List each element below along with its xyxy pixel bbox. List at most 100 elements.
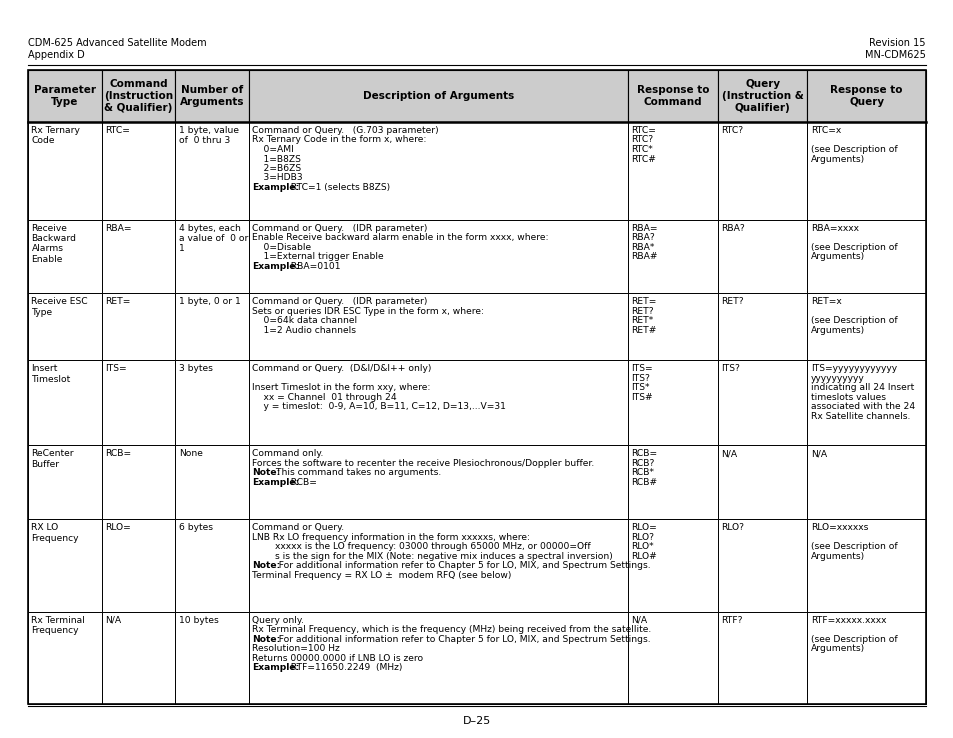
Text: ITS*: ITS* <box>631 383 649 392</box>
Text: For additional information refer to Chapter 5 for LO, MIX, and Spectrum Settings: For additional information refer to Chap… <box>273 561 650 570</box>
Text: RTC?: RTC? <box>720 126 742 135</box>
Bar <box>627 520 717 612</box>
Bar <box>717 612 806 704</box>
Bar <box>627 70 717 122</box>
Text: RTF?: RTF? <box>720 615 741 624</box>
Text: Response to
Command: Response to Command <box>636 85 708 107</box>
Text: (see Description of: (see Description of <box>810 542 897 551</box>
Text: Forces the software to recenter the receive Plesiochronous/Doppler buffer.: Forces the software to recenter the rece… <box>253 459 594 468</box>
Text: (see Description of: (see Description of <box>810 145 897 154</box>
Text: Response to
Query: Response to Query <box>830 85 902 107</box>
Text: Command or Query.   (IDR parameter): Command or Query. (IDR parameter) <box>253 297 427 306</box>
Bar <box>102 360 175 445</box>
Text: N/A: N/A <box>810 449 826 458</box>
Bar <box>806 70 925 122</box>
Text: 1 byte, 0 or 1: 1 byte, 0 or 1 <box>178 297 240 306</box>
Text: 6 bytes: 6 bytes <box>178 523 213 532</box>
Bar <box>175 70 249 122</box>
Bar <box>627 122 717 219</box>
Text: Command or Query.  (D&I/D&I++ only): Command or Query. (D&I/D&I++ only) <box>253 364 432 373</box>
Bar <box>806 612 925 704</box>
Text: Enable Receive backward alarm enable in the form xxxx, where:: Enable Receive backward alarm enable in … <box>253 233 548 242</box>
Text: ITS=: ITS= <box>105 364 127 373</box>
Text: Rx Ternary Code in the form x, where:: Rx Ternary Code in the form x, where: <box>253 136 426 145</box>
Text: RBA=: RBA= <box>105 224 132 232</box>
Bar <box>175 294 249 360</box>
Text: This command takes no arguments.: This command takes no arguments. <box>273 469 440 477</box>
Text: Insert
Timeslot: Insert Timeslot <box>31 364 71 384</box>
Text: Arguments): Arguments) <box>810 326 864 335</box>
Text: Sets or queries IDR ESC Type in the form x, where:: Sets or queries IDR ESC Type in the form… <box>253 307 484 316</box>
Text: Rx Satellite channels.: Rx Satellite channels. <box>810 412 909 421</box>
Text: ITS?: ITS? <box>720 364 740 373</box>
Bar <box>806 122 925 219</box>
Text: xxxxx is the LO frequency: 03000 through 65000 MHz, or 00000=Off: xxxxx is the LO frequency: 03000 through… <box>253 542 591 551</box>
Text: RTF=11650.2249  (MHz): RTF=11650.2249 (MHz) <box>285 663 402 672</box>
Text: 1=External trigger Enable: 1=External trigger Enable <box>253 252 384 261</box>
Bar <box>175 520 249 612</box>
Text: Revision 15: Revision 15 <box>868 38 925 48</box>
Text: Resolution=100 Hz: Resolution=100 Hz <box>253 644 340 653</box>
Bar <box>717 294 806 360</box>
Bar <box>102 520 175 612</box>
Text: Command or Query.   (G.703 parameter): Command or Query. (G.703 parameter) <box>253 126 438 135</box>
Text: Note:: Note: <box>253 635 280 644</box>
Text: RBA?: RBA? <box>631 233 655 242</box>
Bar <box>175 360 249 445</box>
Text: Example:: Example: <box>253 261 299 271</box>
Text: Rx Terminal Frequency, which is the frequency (MHz) being received from the sate: Rx Terminal Frequency, which is the freq… <box>253 625 651 634</box>
Text: None: None <box>178 449 202 458</box>
Bar <box>175 612 249 704</box>
Text: For additional information refer to Chapter 5 for LO, MIX, and Spectrum Settings: For additional information refer to Chap… <box>273 635 650 644</box>
Bar <box>249 122 627 219</box>
Text: Command or Query.   (IDR parameter): Command or Query. (IDR parameter) <box>253 224 427 232</box>
Bar <box>28 70 925 704</box>
Bar <box>28 122 102 219</box>
Bar <box>249 294 627 360</box>
Text: Query
(Instruction &
Qualifier): Query (Instruction & Qualifier) <box>720 80 802 113</box>
Text: Note:: Note: <box>253 561 280 570</box>
Text: RCB#: RCB# <box>631 477 657 487</box>
Bar <box>102 294 175 360</box>
Bar <box>249 520 627 612</box>
Bar <box>806 294 925 360</box>
Text: Command only.: Command only. <box>253 449 323 458</box>
Text: 1 byte, value
of  0 thru 3: 1 byte, value of 0 thru 3 <box>178 126 238 145</box>
Bar <box>717 70 806 122</box>
Bar <box>717 360 806 445</box>
Text: RTF=xxxxx.xxxx: RTF=xxxxx.xxxx <box>810 615 885 624</box>
Text: RET=x: RET=x <box>810 297 841 306</box>
Bar <box>175 219 249 294</box>
Bar <box>102 445 175 520</box>
Bar <box>249 612 627 704</box>
Bar <box>717 122 806 219</box>
Text: RET=: RET= <box>105 297 131 306</box>
Text: Example:: Example: <box>253 663 299 672</box>
Bar <box>28 294 102 360</box>
Text: RBA#: RBA# <box>631 252 658 261</box>
Text: Receive ESC
Type: Receive ESC Type <box>31 297 88 317</box>
Text: Arguments): Arguments) <box>810 644 864 653</box>
Text: RET?: RET? <box>720 297 743 306</box>
Text: CDM-625 Advanced Satellite Modem: CDM-625 Advanced Satellite Modem <box>28 38 207 48</box>
Text: RTC=: RTC= <box>631 126 656 135</box>
Bar <box>102 612 175 704</box>
Text: RCB?: RCB? <box>631 459 654 468</box>
Text: 2=B6ZS: 2=B6ZS <box>253 164 301 173</box>
Text: Command
(Instruction
& Qualifier): Command (Instruction & Qualifier) <box>104 80 172 113</box>
Text: (see Description of: (see Description of <box>810 635 897 644</box>
Text: ReCenter
Buffer: ReCenter Buffer <box>31 449 74 469</box>
Text: N/A: N/A <box>720 449 737 458</box>
Text: RLO*: RLO* <box>631 542 654 551</box>
Text: RBA=0101: RBA=0101 <box>285 261 340 271</box>
Text: RCB=: RCB= <box>285 477 316 487</box>
Text: Terminal Frequency = RX LO ±  modem RFQ (see below): Terminal Frequency = RX LO ± modem RFQ (… <box>253 570 511 580</box>
Text: RTC#: RTC# <box>631 154 656 164</box>
Text: RTC=1 (selects B8ZS): RTC=1 (selects B8ZS) <box>285 183 390 192</box>
Text: RET?: RET? <box>631 307 654 316</box>
Text: N/A: N/A <box>631 615 647 624</box>
Text: ITS=yyyyyyyyyyyy: ITS=yyyyyyyyyyyy <box>810 364 896 373</box>
Text: 3=HDB3: 3=HDB3 <box>253 173 303 182</box>
Bar <box>28 520 102 612</box>
Text: RTC?: RTC? <box>631 136 653 145</box>
